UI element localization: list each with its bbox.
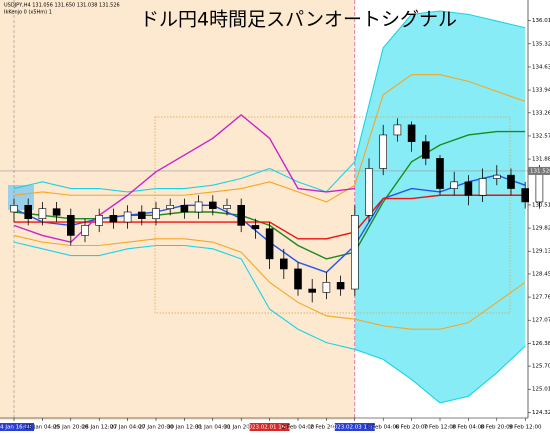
x-tick-label: 7 Feb 12:00 bbox=[424, 425, 457, 431]
x-tick-label: 2 Feb 04:00 bbox=[282, 425, 315, 431]
x-tick-label: 27 Jan 20:00 bbox=[139, 425, 174, 431]
candle-body bbox=[350, 215, 359, 290]
y-tick-label: 126.380 bbox=[532, 341, 550, 347]
y-tick-label: 129.130 bbox=[532, 249, 550, 255]
candle-body bbox=[166, 204, 174, 209]
candle-body bbox=[336, 282, 345, 290]
chart-title: ドル円4時間足スパンオートシグナル bbox=[140, 9, 457, 31]
candle-body bbox=[478, 178, 487, 196]
x-tick-label: 26 Jan 12:00 bbox=[82, 425, 117, 431]
candle-body bbox=[81, 225, 89, 236]
candle-body bbox=[95, 215, 103, 226]
indicator-line bbox=[13, 10, 526, 193]
candle-body bbox=[138, 211, 146, 219]
y-tick-label: 127.070 bbox=[532, 318, 550, 324]
y-tick-label: 136.010 bbox=[532, 18, 550, 24]
x-label-highlight bbox=[0, 423, 34, 431]
y-tick-label: 129.820 bbox=[532, 226, 550, 232]
x-tick-label: 6 Feb 20:00 bbox=[395, 425, 428, 431]
y-tick-label: 130.510 bbox=[532, 202, 550, 208]
candle-body bbox=[421, 141, 430, 159]
y-tick-label: 128.450 bbox=[532, 271, 550, 277]
x-tick-label: 31 Jan 04:00 bbox=[195, 425, 230, 431]
candle-body bbox=[194, 201, 203, 213]
x-tick-label: 8 Feb 04:00 bbox=[452, 425, 485, 431]
y-tick-label: 132.570 bbox=[532, 133, 550, 139]
background bbox=[0, 0, 529, 420]
x-label-highlight bbox=[334, 423, 375, 431]
x-tick-label: 27 Jan 04:00 bbox=[110, 425, 145, 431]
plot bbox=[10, 10, 544, 404]
band-fill bbox=[354, 11, 526, 403]
candle-body bbox=[279, 258, 288, 270]
candle-body bbox=[223, 204, 231, 209]
candle-body bbox=[308, 288, 317, 293]
candle-body bbox=[52, 208, 61, 216]
candle-body bbox=[10, 204, 18, 213]
indicator-line bbox=[13, 234, 526, 330]
indicator-header: IkKenjo 0 (x5Hm) 1 bbox=[4, 10, 52, 16]
x-tick-label: 24 Jan 16:00 bbox=[0, 425, 32, 431]
x-tick-label: 9 Feb 12:00 bbox=[509, 425, 542, 431]
candle-body bbox=[123, 211, 132, 223]
range-box bbox=[154, 116, 511, 314]
y-tick-label: 133.260 bbox=[532, 110, 550, 116]
last-price-label: 131.526 bbox=[530, 168, 550, 174]
candle-body bbox=[180, 204, 189, 213]
candle-body bbox=[24, 204, 33, 219]
candle-body bbox=[109, 215, 118, 223]
x-tick-label: 2 Feb 20:00 bbox=[310, 425, 343, 431]
y-tick-label: 127.760 bbox=[532, 295, 550, 301]
symbol-header: USDJPY,H4 131.056 131.650 131.038 131.52… bbox=[4, 3, 120, 9]
candle-body bbox=[507, 174, 515, 189]
y-tick-label: 133.940 bbox=[532, 88, 550, 94]
candle-body bbox=[407, 124, 416, 142]
candle-body bbox=[209, 201, 217, 209]
y-tick-label: 131.880 bbox=[532, 157, 550, 163]
candle-body bbox=[322, 282, 331, 293]
x-tick-label: 25 Jan 20:00 bbox=[53, 425, 88, 431]
candle-body bbox=[535, 171, 544, 203]
x-tick-label: 30 Jan 12:00 bbox=[167, 425, 202, 431]
x-tick-label: 2023.02.01 16:00 bbox=[245, 425, 295, 431]
x-tick-label: 31 Jan 20:00 bbox=[224, 425, 259, 431]
y-tick-label: 125.010 bbox=[532, 387, 550, 393]
x-tick-label: 25 Jan 04:00 bbox=[25, 425, 60, 431]
x-label-highlight bbox=[249, 423, 290, 431]
candle-body bbox=[251, 225, 260, 230]
candle-body bbox=[294, 268, 302, 290]
candle-body bbox=[38, 208, 47, 219]
candle-body bbox=[450, 181, 459, 189]
y-tick-label: 125.700 bbox=[532, 364, 550, 370]
last-price-box bbox=[528, 166, 550, 175]
x-tick-label: 2023.02.03 16:00 bbox=[330, 425, 380, 431]
x-tick-label: 8 Feb 20:00 bbox=[481, 425, 514, 431]
candle-body bbox=[237, 204, 245, 226]
y-tick-label: 124.320 bbox=[532, 410, 550, 416]
candle-body bbox=[393, 124, 402, 136]
candle-body bbox=[379, 134, 388, 169]
candle-body bbox=[521, 188, 530, 203]
x-tick-label: 6 Feb 04:00 bbox=[367, 425, 400, 431]
y-tick-label: 135.320 bbox=[532, 41, 550, 47]
candle-body bbox=[152, 208, 160, 219]
indicator-line bbox=[13, 241, 526, 404]
candle-body bbox=[492, 174, 501, 179]
candle-body bbox=[67, 215, 75, 236]
y-tick-label: 134.630 bbox=[532, 64, 550, 70]
indicator-line bbox=[13, 74, 526, 203]
candle-body bbox=[436, 158, 444, 189]
candle-body bbox=[365, 168, 373, 216]
candle-body bbox=[464, 181, 473, 196]
candle-body bbox=[265, 228, 274, 260]
